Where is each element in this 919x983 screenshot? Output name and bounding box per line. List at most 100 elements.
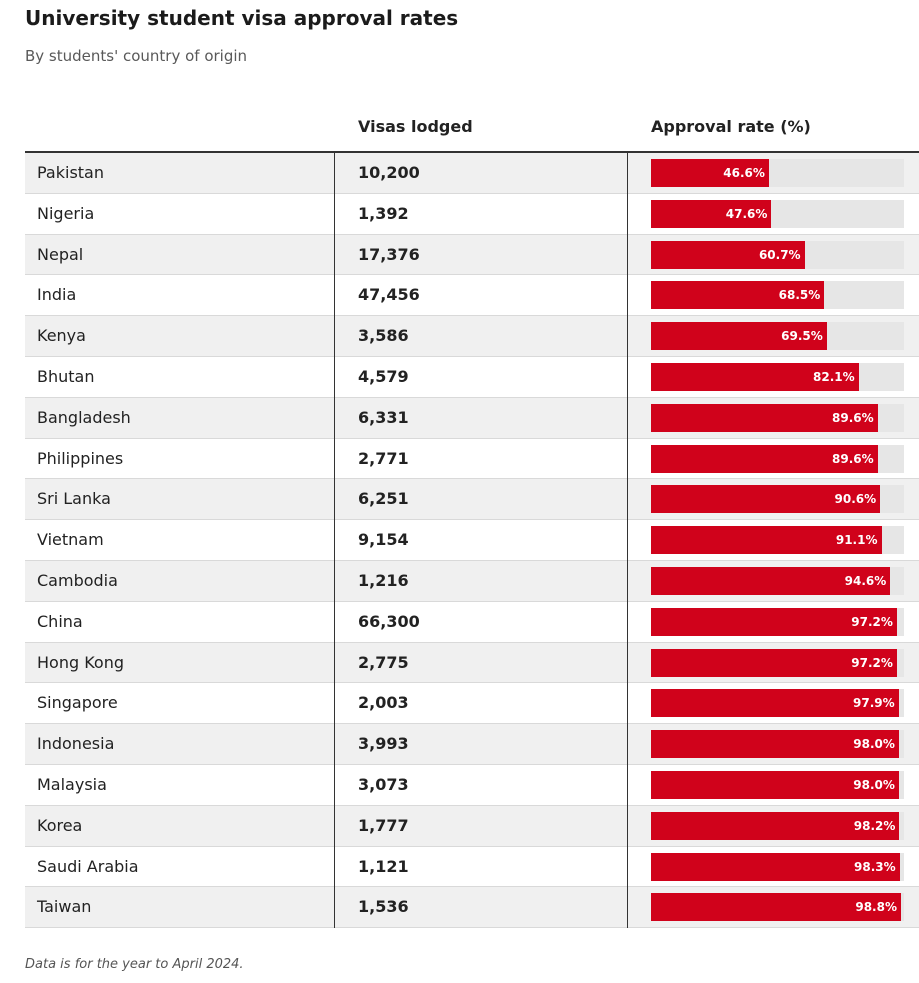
country-label: Korea	[37, 815, 83, 835]
chart-subtitle: By students' country of origin	[25, 47, 248, 65]
approval-bar-label: 89.6%	[832, 410, 874, 425]
table-row: Vietnam 9,154 91.1%	[25, 520, 919, 561]
approval-bar-track: 90.6%	[651, 485, 904, 514]
header-rule	[25, 151, 919, 153]
table-row: Bhutan 4,579 82.1%	[25, 357, 919, 398]
visas-lodged-value: 1,536	[358, 897, 409, 917]
approval-bar: 47.6%	[651, 199, 772, 228]
data-table-body: Pakistan 10,200 46.6% Nigeria 1,392 47.6% Nepa…	[25, 153, 919, 929]
visas-lodged-value: 1,777	[358, 815, 409, 835]
table-row: Saudi Arabia 1,121 98.3%	[25, 847, 919, 888]
country-label: Singapore	[37, 693, 118, 713]
approval-bar-label: 97.2%	[851, 614, 893, 629]
table-row: Pakistan 10,200 46.6%	[25, 153, 919, 194]
country-label: Bangladesh	[37, 407, 131, 427]
approval-bar: 46.6%	[651, 159, 769, 187]
approval-bar-label: 47.6%	[725, 206, 768, 221]
approval-bar-label: 60.7%	[758, 247, 801, 262]
approval-bar: 89.6%	[651, 403, 878, 432]
column-header-visas-lodged: Visas lodged	[358, 117, 473, 136]
table-row: Malaysia 3,073 98.0%	[25, 765, 919, 806]
approval-bar-track: 98.0%	[651, 730, 904, 759]
approval-bar-label: 89.6%	[832, 451, 874, 466]
approval-bar-track: 98.0%	[651, 770, 904, 799]
table-row: Nigeria 1,392 47.6%	[25, 194, 919, 235]
approval-bar-label: 82.1%	[813, 369, 855, 384]
approval-bar: 82.1%	[651, 362, 859, 391]
country-label: Nepal	[37, 244, 84, 264]
row-divider	[25, 233, 919, 235]
country-label: Cambodia	[37, 570, 118, 590]
visas-lodged-value: 3,586	[358, 326, 409, 346]
approval-bar-label: 94.6%	[844, 573, 887, 588]
row-divider	[25, 559, 919, 561]
approval-bar-track: 98.2%	[651, 811, 904, 840]
table-row: Taiwan 1,536 98.8%	[25, 887, 919, 929]
approval-bar: 98.8%	[651, 893, 901, 922]
country-label: Pakistan	[37, 163, 104, 182]
country-label: Bhutan	[37, 366, 95, 386]
approval-bar-track: 97.2%	[651, 648, 904, 677]
table-row: Philippines 2,771 89.6%	[25, 439, 919, 480]
approval-bar-track: 46.6%	[651, 159, 904, 187]
visas-lodged-value: 10,200	[358, 163, 420, 182]
approval-bar-label: 97.9%	[853, 696, 895, 711]
approval-bar-label: 90.6%	[834, 492, 877, 507]
approval-bar-track: 97.2%	[651, 607, 904, 636]
country-label: Saudi Arabia	[37, 856, 139, 876]
approval-bar: 97.9%	[651, 689, 899, 718]
visas-lodged-value: 1,392	[358, 203, 409, 223]
approval-bar-label: 98.0%	[853, 777, 895, 792]
column-divider-visas	[334, 153, 335, 928]
approval-bar-track: 98.8%	[651, 893, 904, 922]
approval-bar-label: 98.0%	[853, 737, 895, 752]
table-row: Nepal 17,376 60.7%	[25, 234, 919, 276]
table-row: Korea 1,777 98.2%	[25, 805, 919, 847]
row-divider	[25, 723, 919, 725]
table-row: Hong Kong 2,775 97.2%	[25, 642, 919, 684]
approval-bar-track: 69.5%	[651, 322, 904, 351]
row-divider	[25, 886, 919, 888]
approval-bar-track: 89.6%	[651, 403, 904, 432]
country-label: Taiwan	[37, 897, 92, 917]
country-label: Malaysia	[37, 774, 107, 794]
visas-lodged-value: 17,376	[358, 244, 420, 264]
approval-bar: 69.5%	[651, 322, 827, 351]
country-label: Hong Kong	[37, 652, 124, 672]
row-divider	[25, 682, 919, 684]
approval-bar: 97.2%	[651, 648, 897, 677]
approval-bar-track: 60.7%	[651, 240, 904, 269]
approval-bar: 98.0%	[651, 770, 899, 799]
row-divider	[25, 192, 919, 194]
visas-lodged-value: 2,003	[358, 693, 409, 713]
approval-bar-track: 97.9%	[651, 689, 904, 718]
country-label: Sri Lanka	[37, 489, 111, 509]
approval-bar: 90.6%	[651, 485, 881, 514]
country-label: Vietnam	[37, 530, 104, 550]
country-label: India	[37, 285, 77, 305]
table-row: Kenya 3,586 69.5%	[25, 316, 919, 357]
visas-lodged-value: 1,121	[358, 856, 409, 876]
column-divider-approval	[627, 153, 628, 928]
approval-bar-label: 98.3%	[854, 859, 896, 874]
row-divider	[25, 437, 919, 439]
approval-bar-label: 69.5%	[781, 329, 823, 344]
country-label: Kenya	[37, 326, 86, 346]
visas-lodged-value: 2,771	[358, 448, 409, 468]
visas-lodged-value: 2,775	[358, 652, 409, 672]
approval-bar: 97.2%	[651, 607, 897, 636]
approval-bar-label: 68.5%	[778, 288, 821, 303]
row-divider	[25, 274, 919, 276]
row-divider	[25, 763, 919, 765]
visas-lodged-value: 6,331	[358, 407, 409, 427]
row-divider	[25, 478, 919, 480]
chart-title: University student visa approval rates	[25, 6, 459, 30]
row-divider	[25, 804, 919, 806]
country-label: Philippines	[37, 448, 124, 468]
visas-lodged-value: 66,300	[358, 611, 420, 631]
approval-bar-track: 89.6%	[651, 444, 904, 473]
column-header-approval-rate: Approval rate (%)	[651, 117, 811, 136]
approval-bar-label: 98.8%	[855, 900, 897, 915]
visas-lodged-value: 47,456	[358, 285, 420, 305]
table-row: Bangladesh 6,331 89.6%	[25, 397, 919, 439]
